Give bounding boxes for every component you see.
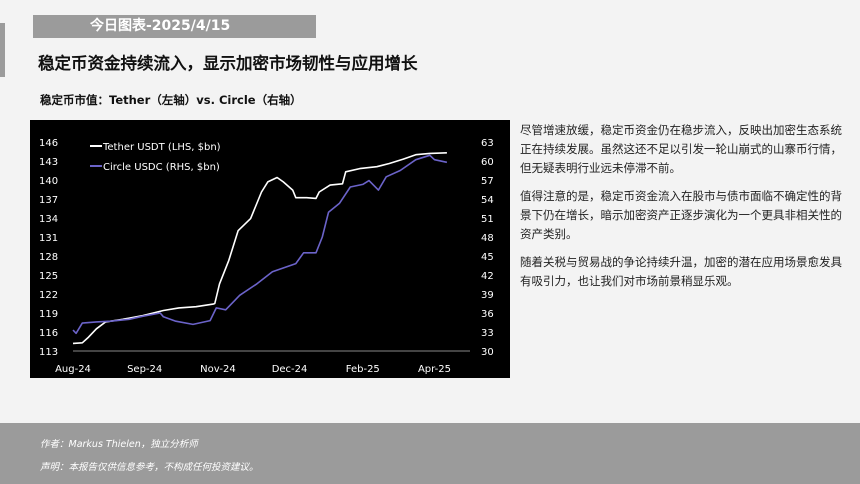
x-tick-label: Apr-25 <box>418 364 451 375</box>
x-tick-label: Aug-24 <box>55 364 91 375</box>
series-line-circle <box>72 154 448 335</box>
y-left-tick-label: 119 <box>39 309 58 320</box>
author-line: 作者：Markus Thielen，独立分析师 <box>40 439 198 450</box>
y-left-tick-label: 122 <box>39 290 58 301</box>
y-left-tick-label: 134 <box>39 214 58 225</box>
paragraph: 随着关税与贸易战的争论持续升温，加密的潜在应用场景愈发具有吸引力，也让我们对市场… <box>520 255 842 288</box>
y-left-tick-label: 143 <box>39 157 58 168</box>
y-right-tick-label: 45 <box>481 252 494 263</box>
x-tick-label: Feb-25 <box>346 364 380 375</box>
y-left-tick-label: 140 <box>39 176 58 187</box>
accent-bar <box>0 23 5 77</box>
y-right-tick-label: 36 <box>481 309 494 320</box>
x-tick-label: Dec-24 <box>272 364 308 375</box>
legend-label-tether: Tether USDT (LHS, $bn) <box>102 142 221 153</box>
y-right-tick-label: 33 <box>481 328 494 339</box>
y-right-tick-label: 57 <box>481 176 494 187</box>
legend: Tether USDT (LHS, $bn) Circle USDC (RHS,… <box>90 142 221 173</box>
series-line-tether <box>72 152 447 345</box>
header-label: 今日图表-2025/4/15 <box>33 15 316 38</box>
y-right-tick-label: 54 <box>481 195 494 206</box>
x-tick-label: Sep-24 <box>127 364 162 375</box>
page-title: 稳定币资金持续流入，显示加密市场韧性与应用增长 <box>38 54 418 73</box>
y-left-tick-label: 125 <box>39 271 58 282</box>
y-right-tick-label: 60 <box>481 157 494 168</box>
disclaimer-line: 声明：本报告仅供信息参考，不构成任何投资建议。 <box>40 462 259 473</box>
y-right-tick-label: 39 <box>481 290 494 301</box>
legend-label-circle: Circle USDC (RHS, $bn) <box>103 162 220 173</box>
paragraph: 值得注意的是，稳定币资金流入在股市与债市面临不确定性的背景下仍在增长，暗示加密资… <box>520 189 842 241</box>
y-left-tick-label: 131 <box>39 233 58 244</box>
y-left-tick-label: 137 <box>39 195 58 206</box>
y-left-tick-label: 146 <box>39 138 58 149</box>
stablecoin-chart: 113 116 119 122 125 128 131 134 137 140 143 146 30 33… <box>30 120 510 378</box>
y-right-tick-label: 48 <box>481 233 494 244</box>
y-left-tick-label: 116 <box>39 328 58 339</box>
y-right-tick-label: 30 <box>481 347 494 358</box>
y-left-tick-label: 113 <box>39 347 58 358</box>
footer: 作者：Markus Thielen，独立分析师 声明：本报告仅供信息参考，不构成… <box>0 423 860 484</box>
commentary: 尽管增速放缓，稳定币资金仍在稳步流入，反映出加密生态系统正在持续发展。虽然这还不… <box>520 121 850 300</box>
paragraph: 尽管增速放缓，稳定币资金仍在稳步流入，反映出加密生态系统正在持续发展。虽然这还不… <box>520 123 842 175</box>
y-left-tick-label: 128 <box>39 252 58 263</box>
y-right-tick-label: 42 <box>481 271 494 282</box>
y-right-tick-label: 63 <box>481 138 494 149</box>
y-right-tick-label: 51 <box>481 214 494 225</box>
x-tick-label: Nov-24 <box>200 364 236 375</box>
chart-subtitle: 稳定币市值：Tether（左轴）vs. Circle（右轴） <box>40 93 302 107</box>
